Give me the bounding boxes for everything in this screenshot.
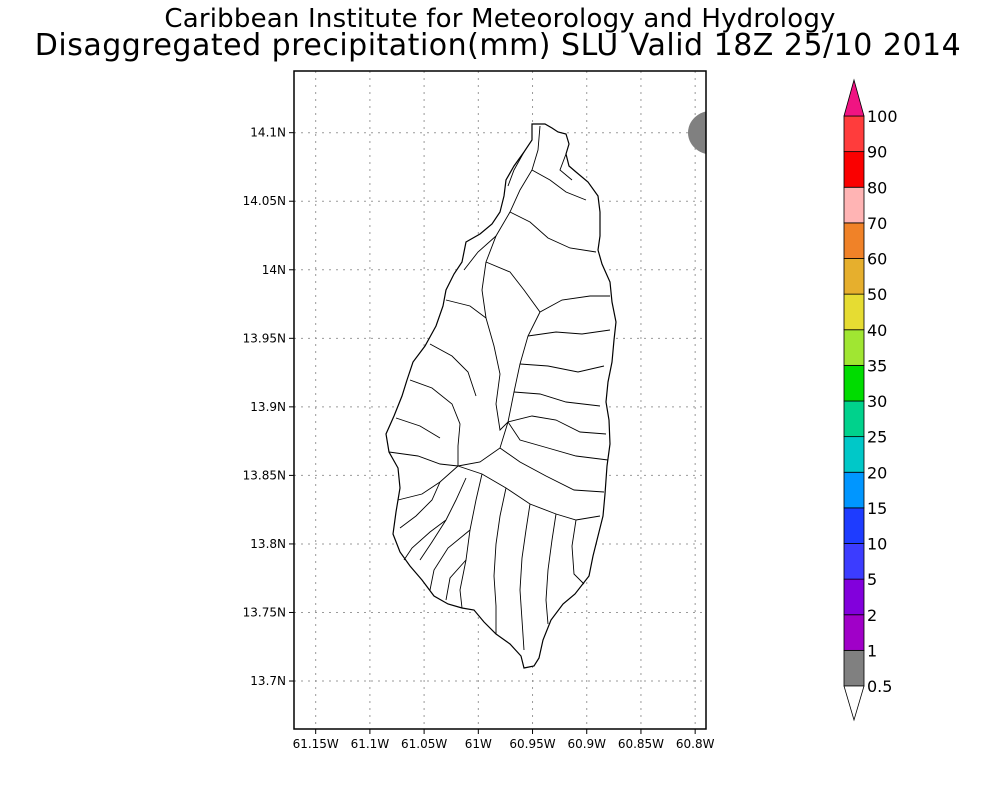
colorbar-swatch xyxy=(843,222,865,259)
colorbar-label: 30 xyxy=(867,392,887,411)
colorbar-swatch xyxy=(843,151,865,188)
island-saint-lucia xyxy=(385,123,617,669)
colorbar-swatch xyxy=(843,293,865,331)
watershed-boundaries xyxy=(388,125,611,651)
lat-tick-label: 14.1N xyxy=(250,126,286,140)
precip-patch xyxy=(688,111,706,154)
colorbar-under-arrow xyxy=(843,685,865,722)
lon-tick-label: 60.85W xyxy=(618,737,664,751)
colorbar-swatch xyxy=(843,258,865,295)
colorbar-label: 100 xyxy=(867,107,898,126)
lat-tick-label: 13.8N xyxy=(250,537,286,551)
lon-tick-label: 60.9W xyxy=(567,737,606,751)
lat-tick-label: 14N xyxy=(262,263,286,277)
colorbar-label: 40 xyxy=(867,321,887,340)
colorbar-label: 15 xyxy=(867,499,887,518)
colorbar-label: 10 xyxy=(867,535,887,554)
colorbar-label: 70 xyxy=(867,214,887,233)
lon-tick-label: 60.95W xyxy=(509,737,555,751)
colorbar-swatch xyxy=(843,614,865,651)
lat-tick-label: 13.75N xyxy=(243,605,286,619)
title-product: Disaggregated precipitation(mm) SLU Vali… xyxy=(34,28,962,63)
colorbar-label: 50 xyxy=(867,285,887,304)
lon-tick-label: 61.15W xyxy=(293,737,339,751)
colorbar-over-arrow xyxy=(843,78,865,117)
colorbar-swatch xyxy=(843,400,865,438)
colorbar-swatch xyxy=(843,115,865,153)
lat-tick-label: 13.7N xyxy=(250,674,286,688)
axis-ticks: 61.15W 61.1W 61.05W 61W 60.95W 60.9W 60.85W 60.… xyxy=(243,126,715,751)
colorbar-label: 35 xyxy=(867,356,887,375)
precipitation-layer xyxy=(688,111,706,154)
island-outline xyxy=(385,123,617,669)
colorbar-swatch xyxy=(843,436,865,473)
colorbar-label: 60 xyxy=(867,250,887,269)
colorbar-swatch xyxy=(843,649,865,687)
colorbar-label: 80 xyxy=(867,178,887,197)
lon-tick-label: 61.1W xyxy=(351,737,390,751)
colorbar-swatch xyxy=(843,471,865,509)
colorbar-swatch xyxy=(843,186,865,224)
lat-tick-label: 13.85N xyxy=(243,468,286,482)
colorbar-label: 20 xyxy=(867,463,887,482)
lon-tick-label: 61W xyxy=(465,737,492,751)
colorbar-label: 0.5 xyxy=(867,677,892,696)
lat-tick-label: 14.05N xyxy=(243,194,286,208)
colorbar-swatch xyxy=(843,578,865,616)
lon-tick-label: 61.05W xyxy=(401,737,447,751)
colorbar-swatch xyxy=(843,507,865,544)
colorbar-label: 5 xyxy=(867,570,877,589)
title-institute: Caribbean Institute for Meteorology and … xyxy=(164,4,836,34)
map-frame xyxy=(293,70,707,730)
colorbar-swatch xyxy=(843,364,865,402)
lon-tick-label: 60.8W xyxy=(676,737,715,751)
colorbar-label: 90 xyxy=(867,143,887,162)
colorbar-label: 25 xyxy=(867,428,887,447)
colorbar-swatch xyxy=(843,543,865,580)
lat-tick-label: 13.95N xyxy=(243,331,286,345)
lat-tick-label: 13.9N xyxy=(250,400,286,414)
colorbar-label: 2 xyxy=(867,606,877,625)
colorbar-swatch xyxy=(843,329,865,366)
colorbar-label: 1 xyxy=(867,641,877,660)
